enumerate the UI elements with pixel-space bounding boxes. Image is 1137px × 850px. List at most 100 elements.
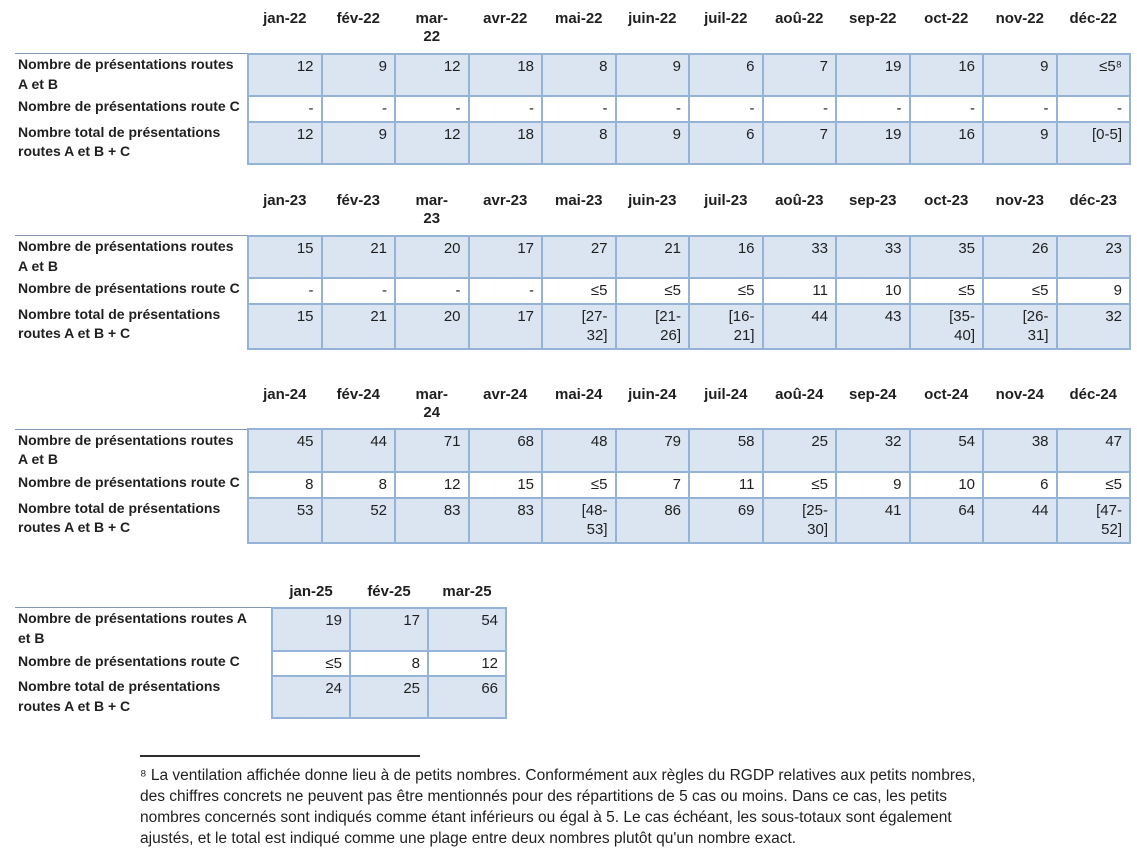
value-cell: 17 — [349, 606, 429, 652]
table-row: Nombre de présentations route C - - - - ≤5 ≤5 ≤… — [15, 277, 1131, 305]
value-cell: 32 — [1055, 302, 1131, 350]
row-label: Nombre total de présentations routes A e… — [18, 499, 221, 536]
row-label: Nombre total de présentations routes A e… — [18, 678, 221, 714]
value-cell: 58 — [688, 428, 764, 474]
value-cell: 16 — [908, 120, 984, 165]
month-header: nov-23 — [995, 191, 1044, 209]
value-cell: 6 — [982, 471, 1058, 499]
value-cell: 8 — [541, 120, 617, 165]
month-header: oct-23 — [924, 191, 969, 209]
value-cell: 17 — [467, 234, 543, 280]
month-header-row: jan-24 fév-24 mar- 24 avr-24 mai-24 juin-24 ju… — [15, 386, 1130, 430]
value-cell: - — [394, 95, 470, 123]
corner-cell — [15, 192, 248, 236]
month-header: mai-24 — [554, 385, 603, 403]
value-cell: ≤5 — [614, 277, 690, 305]
month-header: déc-24 — [1069, 385, 1118, 403]
value-cell: - — [247, 277, 323, 305]
row-label: Nombre de présentations route C — [18, 474, 240, 491]
value-cell: 6 — [688, 52, 764, 98]
table-row: Nombre de présentations route C---------… — [15, 95, 1131, 123]
value-cell: - — [394, 277, 470, 305]
month-header: fév-23 — [336, 191, 380, 209]
value-cell: 44 — [982, 496, 1058, 544]
value-cell: [0-5] — [1055, 120, 1131, 165]
value-cell: [26- 31] — [982, 302, 1058, 350]
value-cell: 12 — [394, 52, 470, 98]
table-row: Nombre total de présentations routes A e… — [15, 496, 1131, 544]
value-cell: 64 — [908, 496, 984, 544]
month-header: juin-22 — [628, 10, 677, 27]
value-cell: ≤5⁸ — [1055, 52, 1131, 98]
value-cell: ≤5 — [982, 277, 1058, 305]
value-cell: 19 — [835, 120, 911, 165]
value-cell: 45 — [247, 428, 323, 474]
value-cell: 25 — [349, 675, 429, 720]
value-cell: 20 — [394, 302, 470, 350]
value-cell: 21 — [320, 234, 396, 280]
value-cell: 17 — [467, 302, 543, 350]
value-cell: 16 — [688, 234, 764, 280]
row-label: Nombre de présentations route C — [18, 98, 240, 115]
value-cell: 9 — [835, 471, 911, 499]
value-cell: 19 — [835, 52, 911, 98]
value-cell: 86 — [614, 496, 690, 544]
value-cell: 12 — [427, 649, 507, 677]
value-cell: 25 — [761, 428, 837, 474]
value-cell: 53 — [247, 496, 323, 544]
value-cell: 15 — [467, 471, 543, 499]
month-header: aoû-22 — [775, 10, 824, 27]
month-header: sep-22 — [848, 10, 897, 27]
value-cell: [48- 53] — [541, 496, 617, 544]
value-cell: 7 — [761, 120, 837, 165]
footnote-separator — [140, 755, 420, 758]
value-cell: - — [614, 95, 690, 123]
value-cell: 8 — [541, 52, 617, 98]
value-cell: 8 — [349, 649, 429, 677]
corner-cell — [15, 10, 248, 54]
value-cell: - — [247, 95, 323, 123]
month-header: aoû-23 — [775, 191, 824, 209]
month-header: oct-24 — [924, 385, 969, 403]
value-cell: [27- 32] — [541, 302, 617, 350]
month-header: jan-23 — [263, 191, 307, 209]
value-cell: 21 — [320, 302, 396, 350]
value-cell: - — [320, 277, 396, 305]
value-cell: 11 — [688, 471, 764, 499]
value-cell: ≤5 — [908, 277, 984, 305]
value-cell: 32 — [835, 428, 911, 474]
value-cell: ≤5 — [541, 471, 617, 499]
value-cell: 18 — [467, 120, 543, 165]
month-header: mar- 22 — [415, 10, 448, 46]
row-label: Nombre de présentations routes A et B — [15, 607, 272, 651]
table-row: Nombre de présentations routes A et B 15 2… — [15, 234, 1131, 280]
table-row: Nombre de présentations route C ≤5 8 12 — [15, 649, 507, 677]
month-header: jan-25 — [289, 582, 333, 600]
value-cell: 9 — [320, 120, 396, 165]
value-cell: ≤5 — [541, 277, 617, 305]
month-header: jan-22 — [263, 10, 307, 27]
value-cell: [16- 21] — [688, 302, 764, 350]
value-cell: 44 — [761, 302, 837, 350]
table-row: Nombre total de présentations routes A e… — [15, 675, 507, 720]
value-cell: ≤5 — [761, 471, 837, 499]
value-cell: ≤5 — [688, 277, 764, 305]
table-row: Nombre de présentations routes A et B 45 4… — [15, 428, 1131, 474]
value-cell: 47 — [1055, 428, 1131, 474]
month-header: nov-22 — [995, 10, 1044, 27]
table-2022: jan-22 fév-22 mar- 22 avr-22 mai-22 juin-22 ju… — [15, 10, 1131, 165]
corner-cell — [15, 583, 272, 608]
value-cell: - — [320, 95, 396, 123]
month-header: juil-23 — [704, 191, 748, 209]
table-row: Nombre de présentations routes A et B 12 9… — [15, 52, 1131, 98]
month-header: sep-24 — [848, 385, 897, 403]
value-cell: 54 — [427, 606, 507, 652]
month-header-row: jan-23 fév-23 mar- 23 avr-23 mai-23 juin-23 ju… — [15, 192, 1130, 236]
month-header: fév-25 — [367, 582, 411, 600]
footnote-text: ⁸ La ventilation affichée donne lieu à d… — [140, 767, 976, 847]
value-cell: - — [688, 95, 764, 123]
month-header: juin-24 — [628, 385, 677, 403]
value-cell: 12 — [247, 52, 323, 98]
month-header: avr-23 — [483, 191, 528, 209]
month-header-row: jan-25 fév-25 mar-25 — [15, 583, 506, 608]
